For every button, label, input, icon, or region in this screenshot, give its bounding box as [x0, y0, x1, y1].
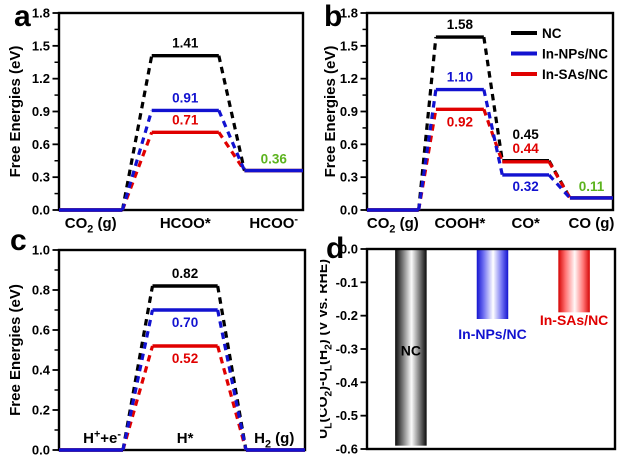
energy-connector [121, 309, 155, 451]
y-tick-label: -0.5 [336, 408, 358, 423]
value-label: 0.11 [579, 179, 605, 194]
y-axis-label-c: Free Energies (eV) [7, 284, 24, 416]
y-tick-label: 1.8 [32, 6, 50, 21]
energy-connector [120, 55, 154, 211]
y-tick-label: 1.5 [32, 38, 50, 53]
panel-a-series-In-NPs/NC [59, 108, 303, 212]
bar-label-In-SAs/NC: In-SAs/NC [540, 312, 608, 328]
y-tick-label: 1.8 [340, 6, 358, 21]
panel-d-chart: 0.0 -0.1 -0.2 -0.3 -0.4 -0.5 -0.6UL(CO2)-UL(H2… [315, 242, 617, 457]
value-label: 0.45 [513, 127, 540, 142]
bar-NC [395, 249, 427, 446]
plot-frame-b [365, 11, 615, 212]
panel-d-letter: d [326, 232, 345, 265]
y-tick-label: 0.6 [32, 137, 50, 152]
energy-connector [217, 55, 247, 171]
panel-b: 0.0 0.3 0.6 0.9 1.2 1.5 1.8 Free Energies (eV) C… [320, 0, 640, 236]
legend-label: In-SAs/NC [542, 67, 608, 82]
plot-frame-d [365, 247, 617, 451]
y-axis-label-a: Free Energies (eV) [7, 46, 24, 178]
y-tick-label: 1.5 [340, 38, 358, 53]
value-label: 1.58 [447, 17, 474, 32]
plot-frame-c [57, 248, 307, 452]
stage-label: HCOO* [160, 215, 211, 232]
bar-In-SAs/NC [558, 249, 590, 313]
stage-label: CO2 (g) [367, 215, 419, 235]
panel-c-letter: c [10, 224, 27, 257]
panel-a-letter: a [14, 0, 31, 33]
y-tick-label: 0.3 [340, 170, 358, 185]
panel-a: 0.0 0.3 0.6 0.9 1.2 1.5 1.8 Free Energies (eV) C… [0, 0, 320, 236]
panel-b-series-In-NPs/NC [367, 87, 613, 212]
value-label: 0.82 [172, 266, 198, 281]
y-tick-label: 0.6 [340, 137, 358, 152]
y-tick-label: -0.2 [336, 308, 358, 323]
energy-connector [482, 89, 504, 176]
y-tick-label: 0.2 [32, 403, 50, 418]
energy-connector [217, 109, 246, 172]
y-tick-label: 1.2 [32, 71, 50, 86]
legend: NC In-NPs/NC In-SAs/NC [511, 26, 608, 82]
value-label: 0.52 [172, 351, 198, 366]
energy-connector [120, 109, 154, 211]
panel-c: 0.0 0.2 0.4 0.6 0.8 1.0 Free Energies (eV) H++e… [0, 235, 320, 470]
value-label: 0.36 [261, 152, 288, 167]
bar-label-In-NPs/NC: In-NPs/NC [458, 326, 526, 342]
y-tick-label: 1.2 [340, 71, 358, 86]
panel-a-chart: 0.0 0.3 0.6 0.9 1.2 1.5 1.8 Free Energies (eV) C… [7, 6, 305, 236]
stage-label: H++e- [83, 428, 121, 447]
y-tick-label: -0.3 [336, 342, 358, 357]
value-label: 0.71 [172, 112, 199, 127]
y-tick-label: 0.8 [32, 283, 50, 298]
energy-connector [216, 309, 248, 451]
stage-label: COOH* [434, 215, 485, 232]
value-label: 0.32 [513, 179, 539, 194]
stage-label: HCOO- [249, 213, 298, 232]
legend-label: In-NPs/NC [542, 46, 608, 61]
panel-c-chart: 0.0 0.2 0.4 0.6 0.8 1.0 Free Energies (eV) H++e… [7, 243, 307, 458]
y-tick-label: -0.4 [336, 375, 359, 390]
y-tick-label: 0.0 [32, 443, 50, 458]
y-tick-label: 0.0 [32, 203, 50, 218]
energy-connector [482, 36, 504, 161]
y-tick-label: -0.6 [336, 442, 358, 457]
plot-frame-a [57, 11, 305, 212]
y-tick-label: 0.9 [32, 104, 50, 119]
y-tick-label: 0.4 [32, 363, 51, 378]
panel-b-chart: 0.0 0.3 0.6 0.9 1.2 1.5 1.8 Free Energies (eV) C… [322, 6, 615, 236]
value-label: 1.41 [172, 36, 199, 51]
stage-label: H* [177, 430, 194, 447]
y-tick-label: 0.0 [340, 203, 358, 218]
y-tick-label: -0.1 [336, 275, 358, 290]
stage-label: H2 (g) [254, 430, 294, 451]
panel-b-letter: b [324, 0, 343, 33]
energy-connector [417, 89, 438, 211]
y-tick-label: 0.9 [340, 104, 358, 119]
y-tick-label: 0.0 [340, 242, 358, 257]
value-label: 0.92 [447, 114, 473, 129]
value-label: 0.91 [172, 90, 199, 105]
panel-d: 0.0 -0.1 -0.2 -0.3 -0.4 -0.5 -0.6UL(CO2)-UL(H2… [315, 235, 640, 470]
y-tick-label: 0.3 [32, 170, 50, 185]
bar-label-NC: NC [401, 343, 421, 359]
y-tick-label: 0.6 [32, 323, 50, 338]
y-axis-label-b: Free Energies (eV) [322, 46, 339, 178]
y-tick-label: 1.0 [32, 243, 50, 258]
panel-c-series-In-NPs/NC [59, 308, 305, 452]
legend-label: NC [542, 26, 562, 41]
energy-connector [216, 345, 248, 451]
energy-connector [547, 173, 572, 200]
value-label: 1.10 [447, 70, 473, 85]
value-label: 0.44 [513, 141, 540, 156]
stage-label: CO* [511, 215, 540, 232]
value-label: 0.70 [172, 315, 198, 330]
y-axis-label-d: UL(CO2)-UL(H2) (V vs. RHE) [320, 259, 334, 439]
bar-In-NPs/NC [476, 249, 509, 319]
stage-label: CO2 (g) [65, 215, 117, 235]
stage-label: CO (g) [569, 215, 615, 232]
